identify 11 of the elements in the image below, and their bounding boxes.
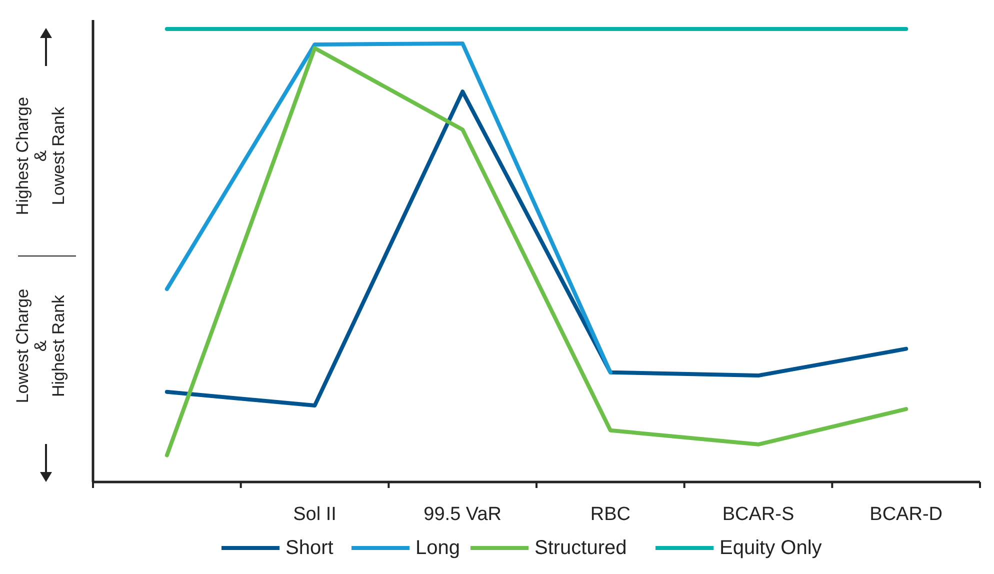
x-tick-label: BCAR-D (870, 504, 943, 525)
legend-label: Structured (534, 537, 627, 559)
legend-label: Equity Only (720, 537, 822, 559)
legend-label: Long (416, 537, 460, 559)
text: Highest Charge & Lowest Rank (13, 96, 68, 216)
x-tick-label: 99.5 VaR (424, 504, 502, 525)
legend-label: Short (286, 537, 334, 559)
x-tick-label: BCAR-S (722, 504, 794, 525)
x-tick-label: RBC (590, 504, 630, 525)
x-tick-label: Sol II (293, 504, 336, 525)
text: Lowest Charge & Highest Rank (13, 288, 68, 404)
